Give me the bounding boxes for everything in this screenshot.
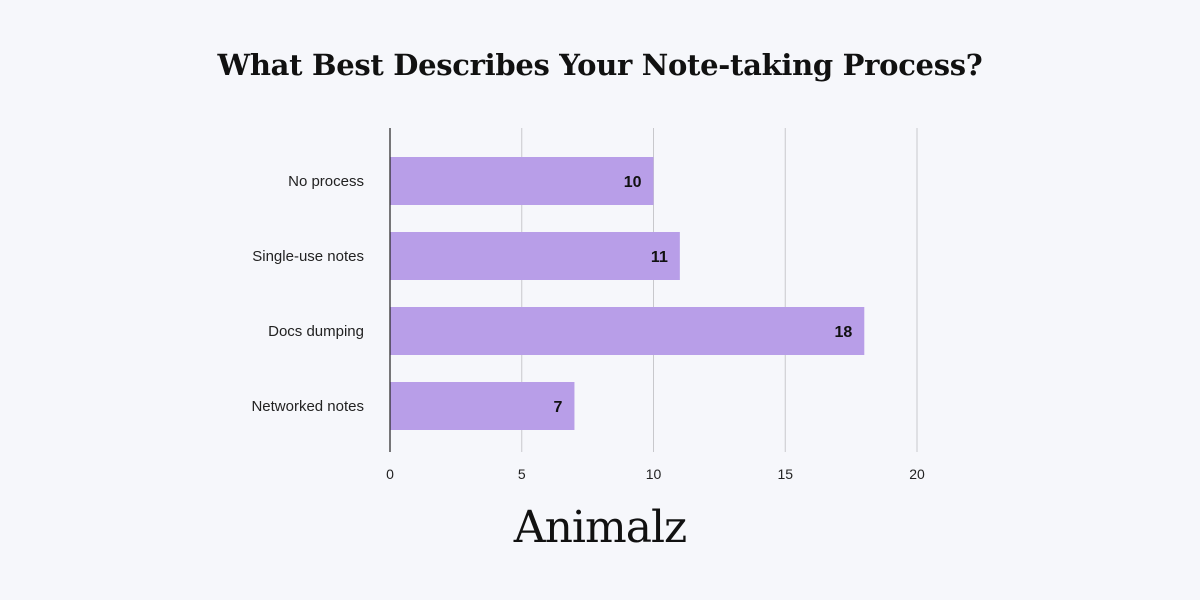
bar-3: [390, 382, 575, 430]
bar-1: [390, 232, 680, 280]
x-tick-label-0: 0: [386, 466, 394, 482]
data-label-1: 11: [651, 249, 668, 266]
category-label-0: No process: [288, 173, 364, 190]
x-tick-label-15: 15: [777, 466, 793, 482]
category-label-3: Networked notes: [251, 398, 364, 415]
bar-0: [390, 157, 654, 205]
category-label-1: Single-use notes: [252, 248, 364, 265]
x-tick-label-5: 5: [518, 466, 526, 482]
bar-2: [390, 307, 865, 355]
chart-title: What Best Describes Your Note-taking Pro…: [217, 48, 983, 82]
data-label-2: 18: [835, 324, 853, 341]
data-label-0: 10: [624, 174, 642, 191]
x-tick-label-20: 20: [909, 466, 925, 482]
category-label-2: Docs dumping: [268, 323, 364, 340]
data-label-3: 7: [554, 399, 563, 416]
x-tick-label-10: 10: [646, 466, 662, 482]
animalz-logo: Animalz: [513, 502, 687, 553]
